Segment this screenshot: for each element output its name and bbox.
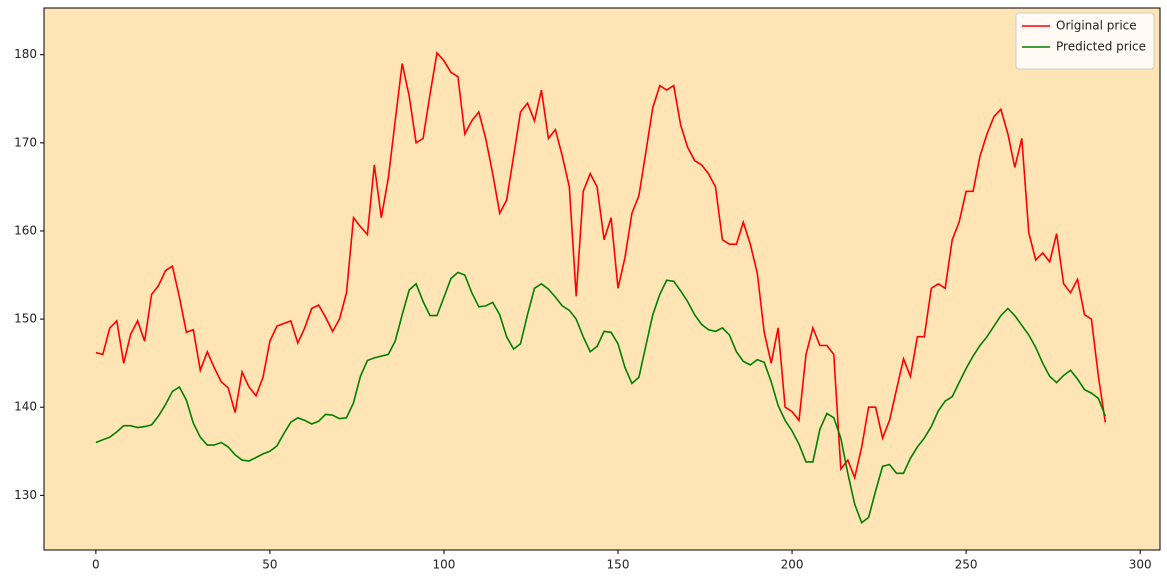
x-tick-label: 250 <box>955 558 978 572</box>
y-tick-label: 170 <box>14 135 37 149</box>
legend-box <box>1015 12 1155 70</box>
series-line <box>95 51 1107 481</box>
x-tick-label: 100 <box>433 558 456 572</box>
y-tick-label: 130 <box>14 488 37 502</box>
x-tick-label: 50 <box>262 558 277 572</box>
legend-label: Original price <box>1056 19 1137 33</box>
y-tick-label: 180 <box>14 47 37 61</box>
series-line <box>95 271 1107 524</box>
legend-label: Predicted price <box>1056 40 1146 54</box>
x-tick-label: 150 <box>607 558 630 572</box>
x-tick-label: 300 <box>1129 558 1152 572</box>
x-tick-label: 0 <box>92 558 100 572</box>
axes-frame <box>43 7 1161 551</box>
y-tick-label: 160 <box>14 223 37 237</box>
y-tick-label: 150 <box>14 312 37 326</box>
x-tick-label: 200 <box>781 558 804 572</box>
plot-area <box>44 8 1160 550</box>
y-tick-label: 140 <box>14 400 37 414</box>
